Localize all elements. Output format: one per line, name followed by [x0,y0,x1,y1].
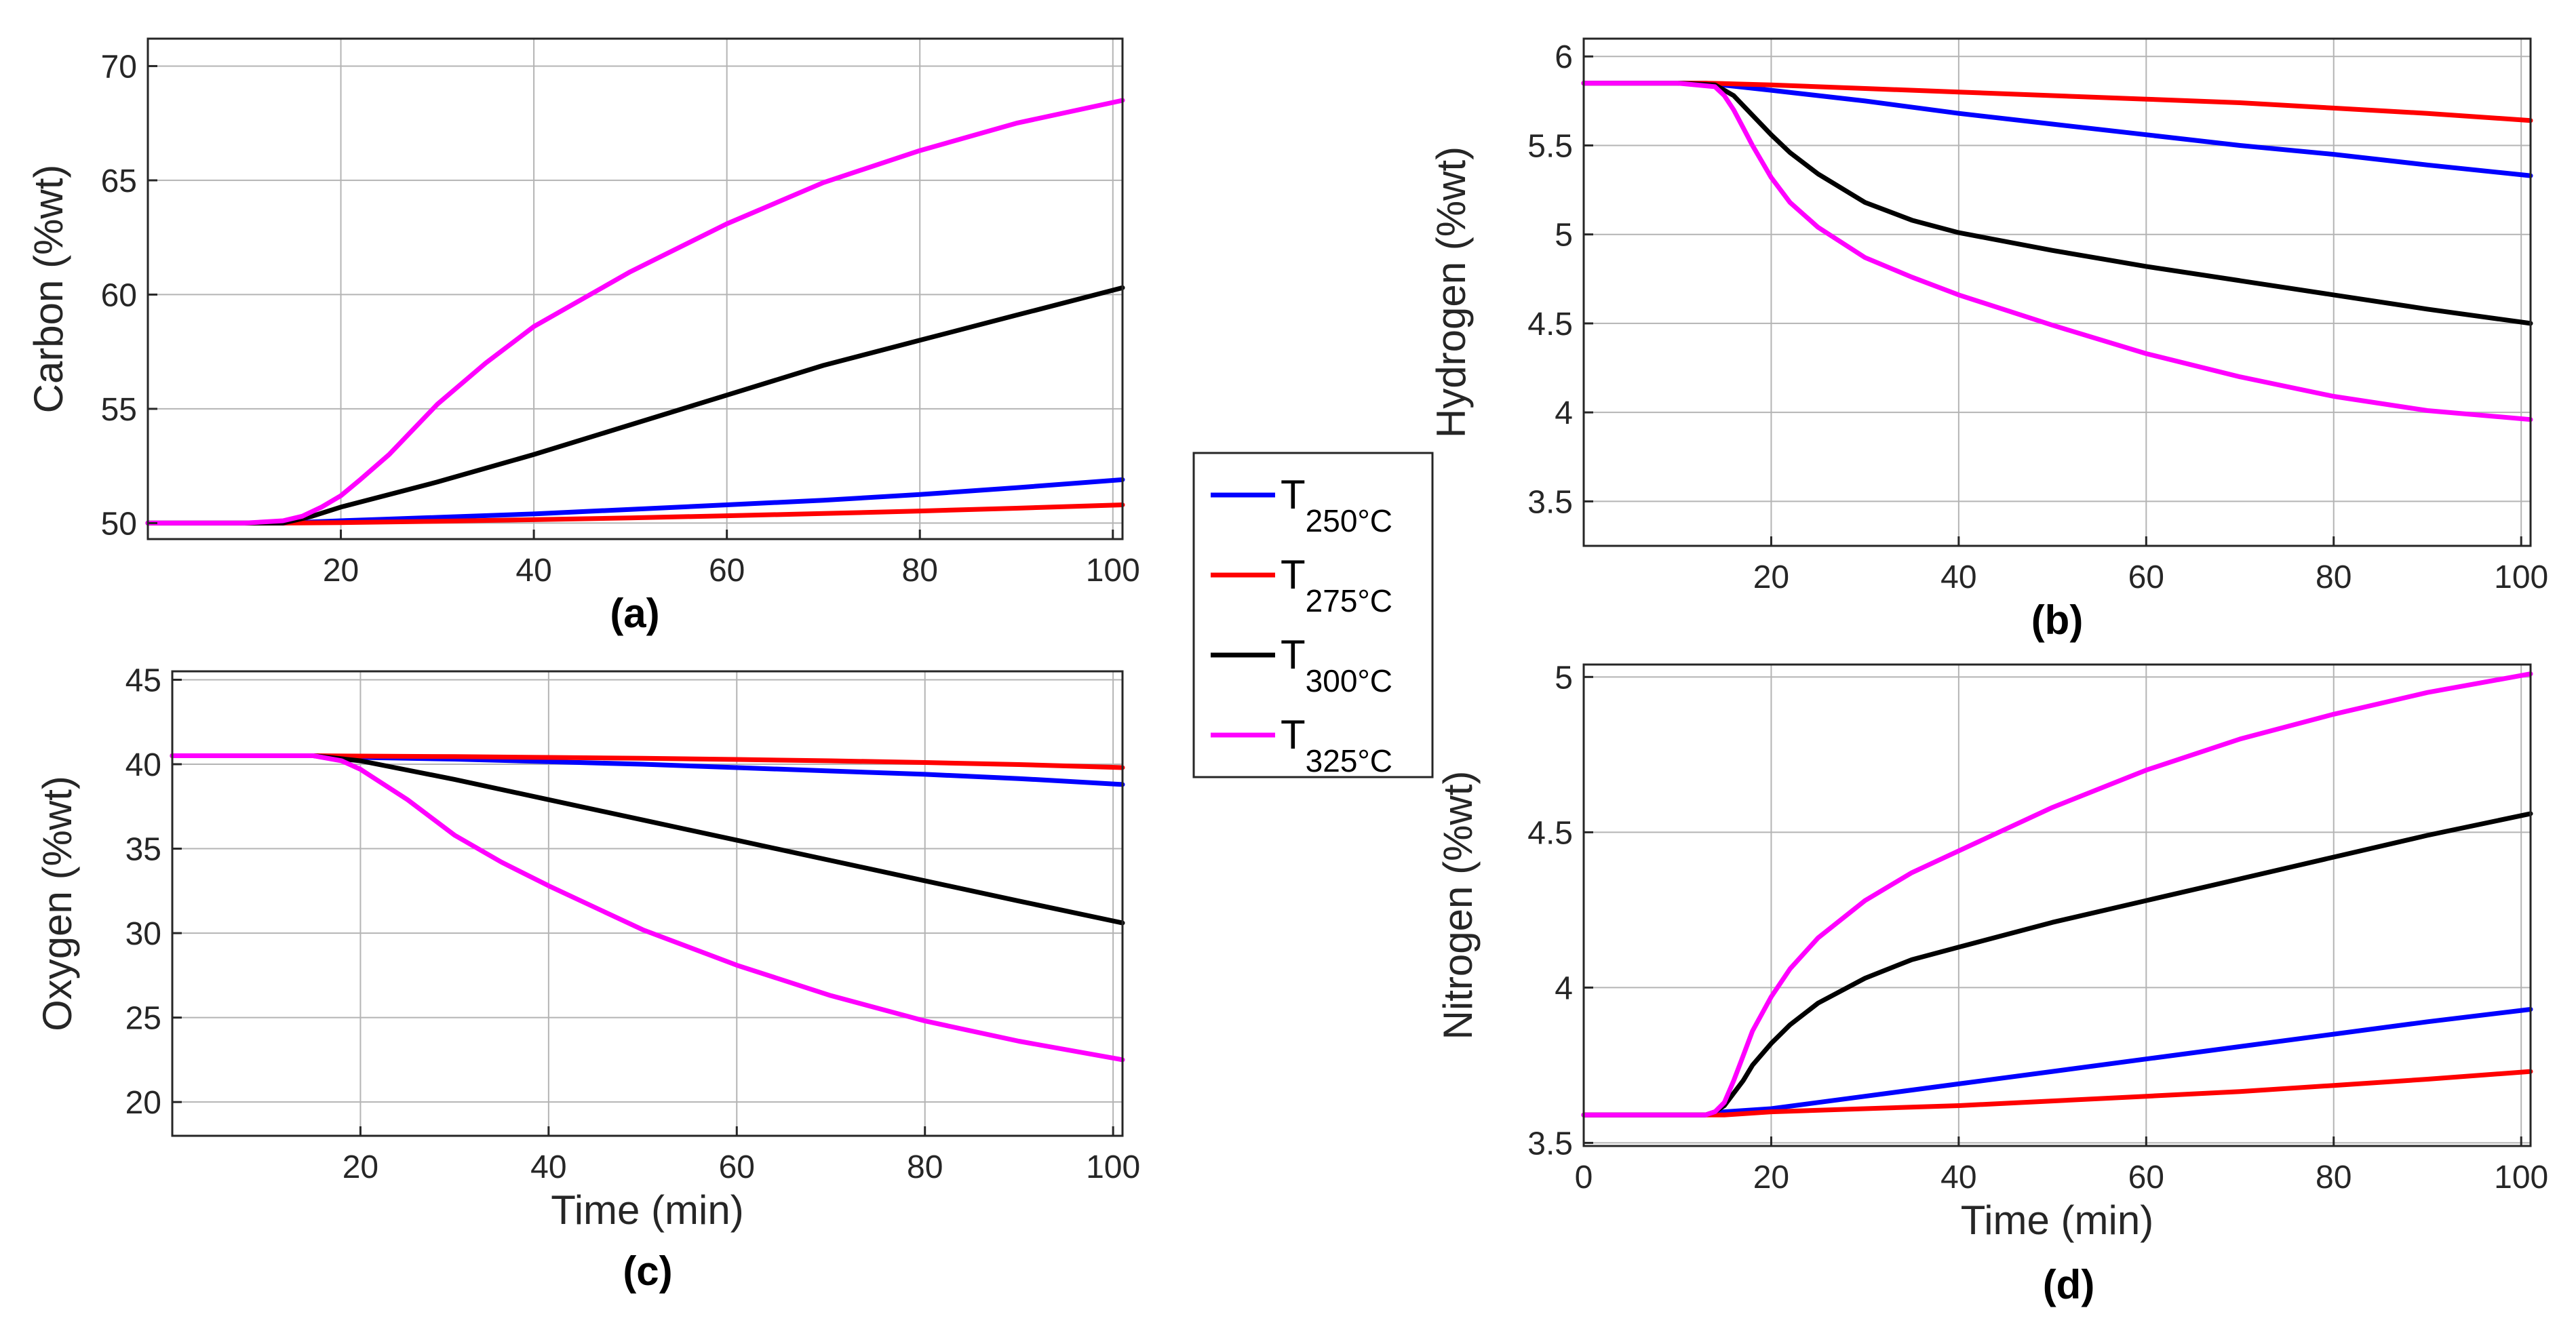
plot-area [1584,665,2531,1146]
y-tick-label: 25 [125,1001,161,1037]
y-tick-label: 45 [125,662,161,698]
plot-area [172,671,1123,1136]
x-tick-label: 0 [1575,1160,1593,1195]
series-line-t300 [1581,81,2533,326]
y-tick-label: 70 [101,49,137,85]
x-axis-label: Time (min) [1961,1198,2153,1243]
panel-label: (b) [2031,597,2084,643]
x-tick-label: 60 [2128,559,2164,595]
legend-label: T250°C [1281,472,1392,538]
x-tick-label: 60 [2128,1160,2164,1195]
x-tick-label: 100 [2494,1160,2548,1195]
axes-frame [147,37,1124,540]
axes-frame [1582,663,2532,1147]
x-tick-label: 40 [1940,1160,1976,1195]
plot-area [1584,39,2531,546]
x-axis-label: Time (min) [551,1187,743,1233]
series-line-t325 [170,753,1125,1063]
y-tick-label: 4.5 [1527,306,1573,342]
legend: T250°C T275°C T300°C T325°C [1192,452,1434,778]
y-tick-label: 40 [125,747,161,783]
y-axis-label: Hydrogen (%wt) [1428,146,1474,438]
y-axis-label: Carbon (%wt) [26,165,71,414]
x-tick-label: 100 [1086,553,1140,589]
legend-label: T325°C [1281,712,1392,778]
x-tick-label: 100 [1086,1149,1140,1185]
series-line-t325 [145,98,1125,526]
y-tick-label: 3.5 [1527,1126,1573,1162]
y-tick-label: 55 [101,392,137,428]
y-tick-label: 4.5 [1527,815,1573,851]
chart-panel-a: 20 40 60 80 100 50 55 60 65 70 Carbon (%wt) (a) [26,37,1140,636]
series-line-t325 [1581,671,2533,1118]
y-tick-label: 5 [1555,660,1573,696]
legend-label: T275°C [1281,552,1392,618]
y-tick-label: 65 [101,163,137,199]
y-tick-label: 60 [101,277,137,313]
x-tick-label: 40 [515,553,551,589]
x-tick-label: 100 [2494,559,2548,595]
chart-panel-d: 0 20 40 60 80 100 3.5 4 4.5 5 Nitrogen (%wt) Time (… [1435,660,2548,1307]
axes-frame [1582,37,2532,547]
y-tick-label: 4 [1555,395,1573,431]
x-tick-label: 80 [907,1149,943,1185]
legend-label: T300°C [1281,632,1392,698]
y-tick-label: 35 [125,832,161,868]
y-axis-label: Nitrogen (%wt) [1435,771,1481,1040]
x-tick-label: 40 [1940,559,1976,595]
chart-panel-b: 20 40 60 80 100 3.5 4 4.5 5 5.5 6 Hydrogen (%wt) (b) [1428,37,2548,643]
plot-area [148,39,1123,539]
y-tick-label: 3.5 [1527,484,1573,520]
y-tick-label: 50 [101,506,137,542]
legend-item-275: T275°C [1211,552,1392,618]
y-tick-label: 5 [1555,218,1573,254]
y-axis-label: Oxygen (%wt) [35,776,80,1031]
y-tick-label: 5.5 [1527,128,1573,164]
x-tick-label: 80 [902,553,938,589]
legend-box [1192,452,1434,778]
axes-frame [171,670,1124,1137]
panel-label: (c) [623,1248,672,1294]
panel-label: (d) [2043,1262,2095,1307]
x-tick-label: 20 [1753,559,1789,595]
y-tick-label: 20 [125,1085,161,1121]
series-line-t325 [1581,81,2533,422]
x-tick-label: 20 [323,553,359,589]
panel-label: (a) [610,591,659,636]
x-tick-label: 80 [2316,1160,2351,1195]
legend-item-250: T250°C [1211,472,1392,538]
chart-panel-c: 20 40 60 80 100 20 25 30 35 40 45 Oxygen (%wt) Time … [35,662,1140,1294]
x-tick-label: 80 [2316,559,2351,595]
x-tick-label: 60 [709,553,745,589]
x-tick-label: 20 [343,1149,378,1185]
y-tick-label: 30 [125,916,161,952]
x-tick-label: 60 [719,1149,755,1185]
legend-item-325: T325°C [1211,712,1392,778]
legend-item-300: T300°C [1211,632,1392,698]
y-tick-label: 4 [1555,970,1573,1006]
x-tick-label: 20 [1753,1160,1789,1195]
x-tick-label: 40 [530,1149,566,1185]
y-tick-label: 6 [1555,39,1573,75]
